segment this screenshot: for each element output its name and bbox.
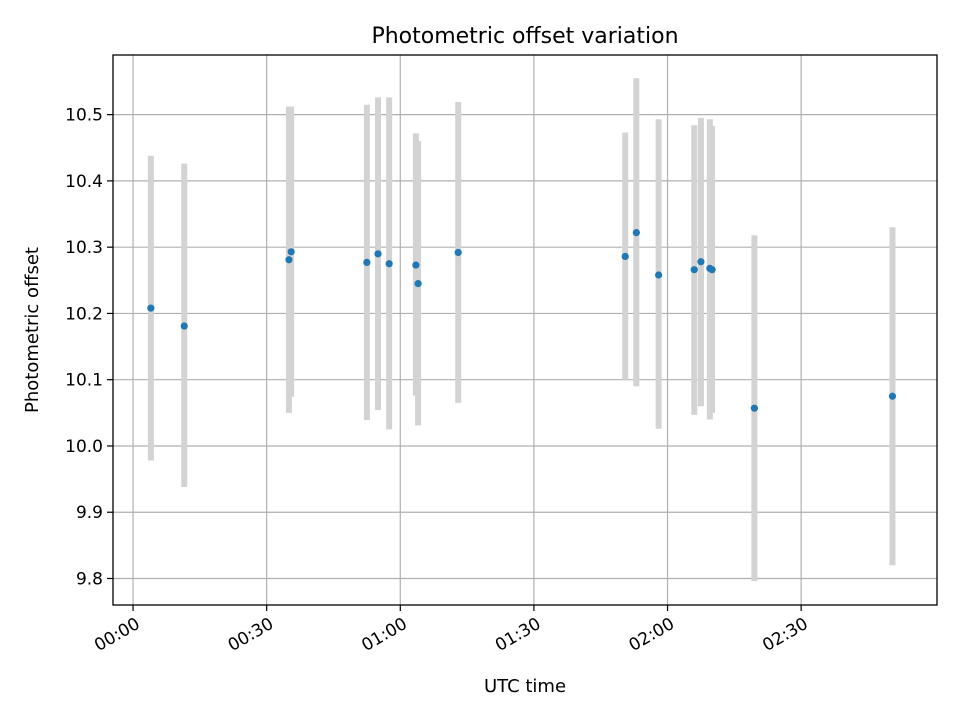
- data-point: [374, 250, 382, 258]
- data-point: [385, 260, 393, 268]
- data-point: [750, 404, 758, 412]
- data-point: [708, 266, 716, 274]
- grid-lines: [113, 55, 937, 605]
- data-point: [454, 248, 462, 257]
- plot-frame: [112, 54, 938, 606]
- data-point: [180, 322, 188, 330]
- data-point: [285, 256, 293, 264]
- data-point: [690, 266, 698, 274]
- y-axis-label: Photometric offset: [22, 247, 43, 413]
- y-tick-label: 10.1: [65, 371, 103, 391]
- data-point: [363, 258, 371, 267]
- y-axis-ticks: 9.8 9.9 10.0 10.1 10.2 10.3 10.4 10.5: [65, 106, 113, 589]
- y-tick-label: 10.5: [65, 106, 103, 126]
- data-point: [632, 228, 640, 237]
- data-point: [655, 271, 663, 279]
- y-tick-label: 9.8: [76, 569, 103, 589]
- y-tick-label: 10.4: [65, 172, 103, 192]
- data-point: [697, 258, 705, 266]
- chart-title: Photometric offset variation: [371, 24, 678, 49]
- x-axis-label: UTC time: [484, 676, 566, 697]
- data-point: [147, 304, 155, 312]
- data-point: [287, 248, 295, 256]
- y-tick-label: 9.9: [76, 503, 103, 523]
- data-point: [412, 261, 420, 269]
- data-point: [414, 280, 422, 288]
- data-point: [888, 392, 897, 400]
- data-point: [621, 252, 629, 261]
- y-tick-label: 10.3: [65, 238, 103, 258]
- y-tick-label: 10.0: [65, 437, 103, 457]
- y-tick-label: 10.2: [65, 304, 103, 324]
- data-points: [147, 228, 897, 412]
